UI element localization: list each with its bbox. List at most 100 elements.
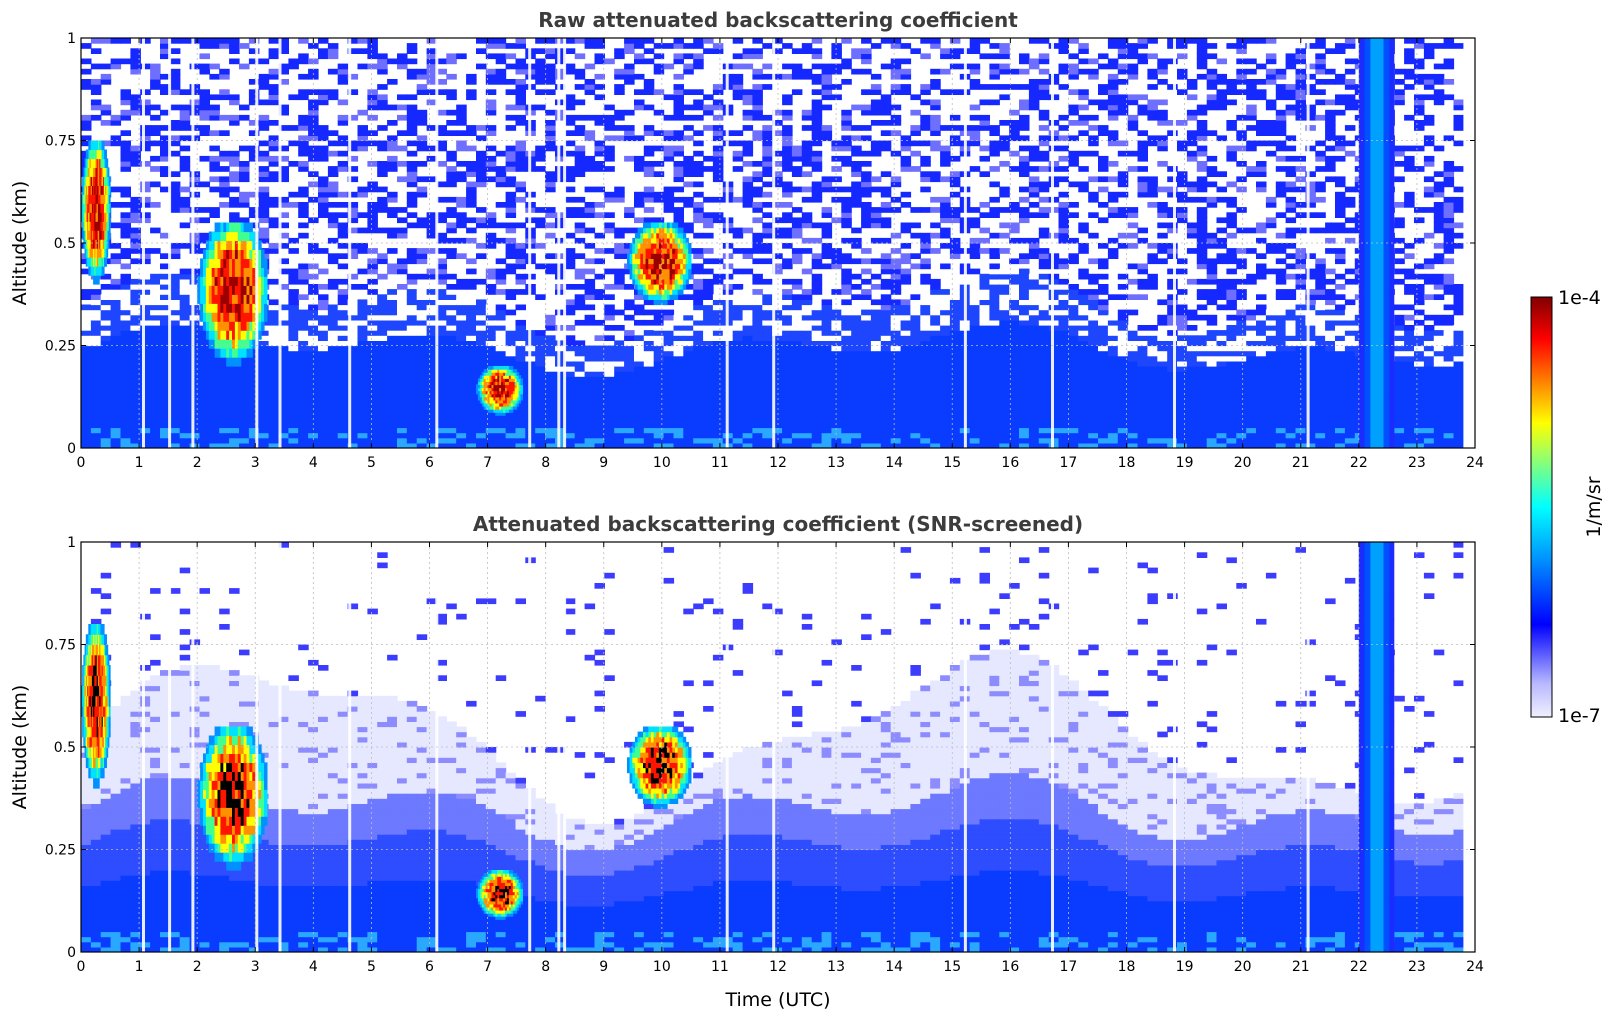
heatmap-cell [791, 207, 803, 213]
heatmap-cell [357, 145, 368, 152]
heatmap-cell [683, 391, 694, 398]
heatmap-cell [920, 401, 931, 408]
heatmap-cell [150, 417, 161, 423]
heatmap-cell [762, 227, 773, 234]
heatmap-cell [150, 325, 161, 331]
heatmap-cell [81, 350, 92, 357]
heatmap-cell [791, 299, 803, 306]
heatmap-cell [318, 391, 329, 398]
heatmap-cell [476, 309, 487, 316]
heatmap-cell [732, 401, 744, 408]
heatmap-cell [535, 38, 546, 44]
heatmap-cell [535, 89, 546, 95]
heatmap-cell [110, 135, 122, 142]
heatmap-cell [762, 325, 773, 331]
heatmap-cell [900, 243, 912, 249]
heatmap-cell [949, 248, 961, 254]
heatmap-cell [239, 437, 250, 444]
heatmap-cell [782, 289, 793, 295]
heatmap-cell [614, 191, 625, 198]
heatmap-cell [772, 371, 783, 377]
heatmap-cell [880, 401, 892, 408]
heatmap-cell [683, 432, 694, 439]
heatmap-cell [841, 309, 852, 316]
heatmap-cell [100, 442, 112, 448]
heatmap-cell [989, 437, 1000, 444]
heatmap-cell [505, 176, 517, 183]
heatmap-cell [397, 407, 408, 413]
heatmap-cell [782, 135, 793, 142]
heatmap-cell [880, 319, 892, 326]
heatmap-cell [940, 207, 951, 213]
heatmap-cell [160, 401, 171, 408]
heatmap-cell [624, 243, 635, 249]
heatmap-cell [367, 294, 378, 300]
heatmap-cell [318, 442, 329, 448]
heatmap-cell [426, 294, 438, 300]
heatmap-cell [219, 432, 230, 439]
heatmap-cell [327, 325, 339, 331]
heatmap-cell [752, 417, 763, 423]
heatmap-cell [466, 330, 477, 336]
heatmap-cell [851, 237, 862, 244]
heatmap-cell [426, 345, 438, 352]
heatmap-cell [634, 417, 645, 423]
heatmap-cell [357, 130, 368, 136]
heatmap-cell [367, 289, 378, 295]
heatmap-cell [347, 140, 359, 147]
heatmap-cell [1019, 381, 1030, 388]
heatmap-cell [416, 145, 428, 152]
heatmap-cell [327, 386, 339, 393]
heatmap-cell [999, 335, 1010, 341]
heatmap-cell [880, 99, 892, 106]
heatmap-cell [308, 104, 319, 111]
heatmap-cell [90, 289, 102, 295]
heatmap-cell [476, 417, 487, 423]
heatmap-cell [712, 258, 724, 265]
heatmap-cell [288, 248, 299, 254]
heatmap-cell [120, 130, 131, 136]
heatmap-cell [574, 268, 586, 275]
heatmap-cell [791, 325, 803, 331]
heatmap-cell [831, 325, 842, 331]
heatmap-cell [890, 284, 902, 290]
heatmap-cell [861, 422, 872, 429]
heatmap-cell [406, 176, 418, 183]
heatmap-cell [140, 278, 151, 285]
heatmap-cell [801, 268, 813, 275]
heatmap-cell [327, 427, 339, 434]
heatmap-cell [762, 396, 773, 403]
heatmap-cell [120, 202, 131, 208]
heatmap-cell [880, 294, 892, 300]
heatmap-cell [831, 381, 842, 388]
heatmap-cell [772, 171, 783, 177]
heatmap-cell [693, 38, 704, 44]
heatmap-cell [327, 432, 339, 439]
heatmap-cell [782, 94, 793, 101]
heatmap-cell [584, 391, 596, 398]
heatmap-cell [466, 299, 477, 306]
heatmap-cell [732, 79, 744, 85]
heatmap-cell [604, 196, 615, 203]
heatmap-cell [150, 412, 161, 418]
heatmap-cell [397, 58, 408, 65]
heatmap-cell [357, 376, 368, 382]
heatmap-cell [446, 381, 457, 388]
heatmap-cell [397, 130, 408, 136]
heatmap-cell [268, 196, 280, 203]
heatmap-cell [130, 437, 141, 444]
heatmap-cell [930, 171, 941, 177]
heatmap-cell [436, 381, 447, 388]
heatmap-cell [456, 386, 467, 393]
heatmap-cell [466, 145, 477, 152]
heatmap-cell [861, 401, 872, 408]
heatmap-cell [436, 325, 447, 331]
heatmap-cell [703, 212, 714, 218]
heatmap-cell [989, 345, 1000, 352]
heatmap-cell [910, 94, 921, 101]
heatmap-cell [387, 335, 398, 341]
heatmap-cell [949, 114, 961, 121]
heatmap-cell [377, 58, 388, 65]
heatmap-cell [515, 99, 526, 106]
heatmap-cell [347, 166, 359, 172]
